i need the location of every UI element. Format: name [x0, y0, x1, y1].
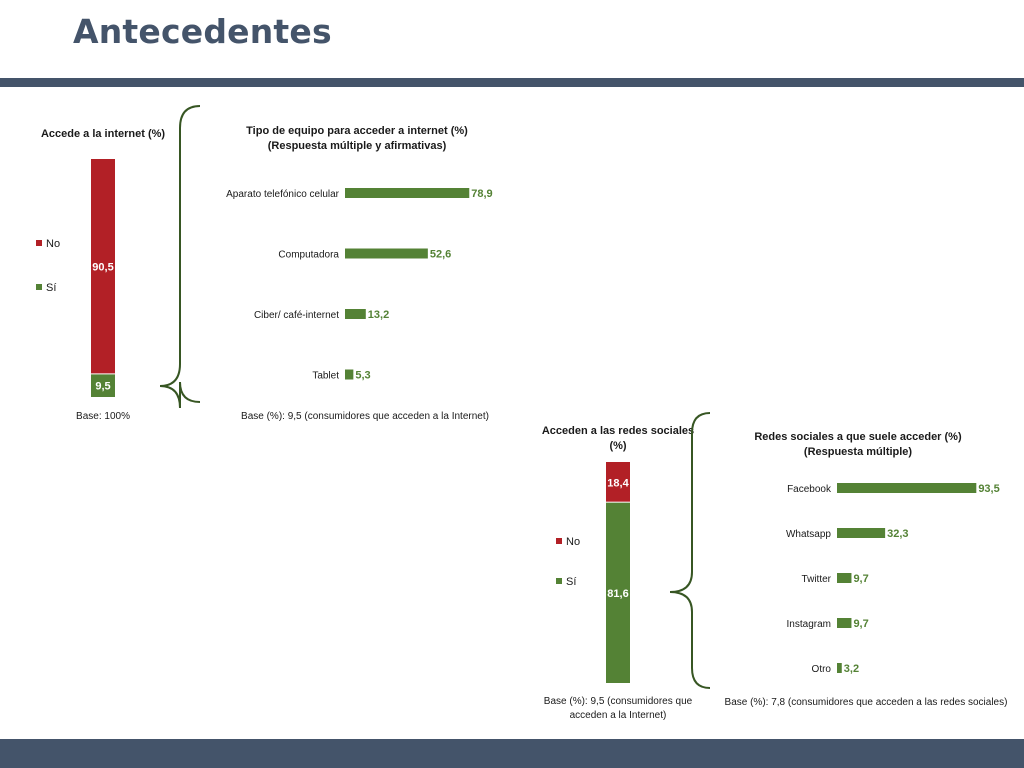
chart-acceden-redes: Acceden a las redes sociales (%) 18,4 81,…: [542, 425, 694, 721]
category-label: Twitter: [802, 574, 832, 585]
data-label-no: 90,5: [92, 262, 113, 274]
chart-tipo-equipo: Tipo de equipo para acceder a internet (…: [226, 125, 493, 422]
legend-label-no: No: [46, 238, 60, 250]
bar-segment-no: [606, 462, 630, 503]
data-label: 13,2: [368, 309, 389, 321]
chart-accede-internet: Accede a la internet (%) 90,5 9,5 No Sí B…: [36, 128, 165, 422]
legend-label-no: No: [566, 536, 580, 548]
bar: [837, 528, 886, 538]
bar-segment-si: [91, 374, 115, 397]
legend-swatch-no: [36, 240, 42, 246]
bar: [345, 188, 470, 198]
data-label: 9,7: [853, 618, 868, 630]
legend-swatch-si: [36, 284, 42, 290]
slide-title: Antecedentes: [73, 12, 332, 51]
footer-band: [0, 739, 1024, 768]
category-label: Facebook: [787, 484, 832, 495]
bar: [345, 369, 354, 380]
data-label: 78,9: [471, 188, 492, 200]
data-label: 93,5: [978, 483, 999, 495]
data-label: 52,6: [430, 249, 451, 261]
chart-subtitle: (Respuesta múltiple): [804, 446, 913, 458]
category-label: Otro: [812, 664, 832, 675]
chart-subtitle: (Respuesta múltiple y afirmativas): [268, 140, 447, 152]
data-label: 32,3: [887, 528, 908, 540]
brace-connector: [159, 105, 201, 409]
brace-connector: [669, 412, 711, 689]
chart-title: Accede a la internet (%): [41, 128, 165, 140]
legend-label-si: Sí: [566, 576, 576, 588]
base-note: Base (%): 9,5 (consumidores que acceden …: [241, 411, 489, 422]
legend-swatch-si: [556, 578, 562, 584]
chart-title-line2: (%): [609, 440, 626, 452]
bar-segment-no: [91, 159, 115, 375]
category-label: Aparato telefónico celular: [226, 189, 340, 200]
category-label: Whatsapp: [786, 529, 831, 540]
category-label: Instagram: [787, 619, 831, 630]
data-label: 3,2: [844, 663, 859, 675]
data-label-si: 81,6: [607, 588, 628, 600]
bar: [345, 309, 366, 319]
data-label-si: 9,5: [95, 381, 110, 393]
legend-label-si: Sí: [46, 282, 56, 294]
bar-segment-si: [606, 502, 630, 683]
base-note: Base (%): 9,5 (consumidores que: [544, 696, 693, 707]
base-note: Base (%): 7,8 (consumidores que acceden …: [725, 697, 1008, 708]
data-label: 5,3: [355, 370, 370, 382]
base-note: Base: 100%: [76, 411, 130, 422]
bar: [837, 483, 977, 493]
chart-title: Tipo de equipo para acceder a internet (…: [246, 125, 468, 137]
chart-title: Redes sociales a que suele acceder (%): [754, 431, 962, 443]
data-label-no: 18,4: [607, 477, 629, 489]
bar: [837, 573, 852, 583]
category-label: Ciber/ café-internet: [254, 310, 339, 321]
header-band: [0, 78, 1024, 87]
category-label: Tablet: [312, 371, 339, 382]
chart-redes-sociales: Redes sociales a que suele acceder (%) (…: [725, 431, 1008, 708]
legend-swatch-no: [556, 538, 562, 544]
base-note-line2: acceden a la Internet): [570, 710, 667, 721]
bar: [837, 663, 842, 673]
chart-title: Acceden a las redes sociales: [542, 425, 694, 437]
data-label: 9,7: [853, 573, 868, 585]
category-label: Computadora: [278, 250, 339, 261]
bar: [345, 248, 428, 259]
bar: [837, 618, 852, 628]
